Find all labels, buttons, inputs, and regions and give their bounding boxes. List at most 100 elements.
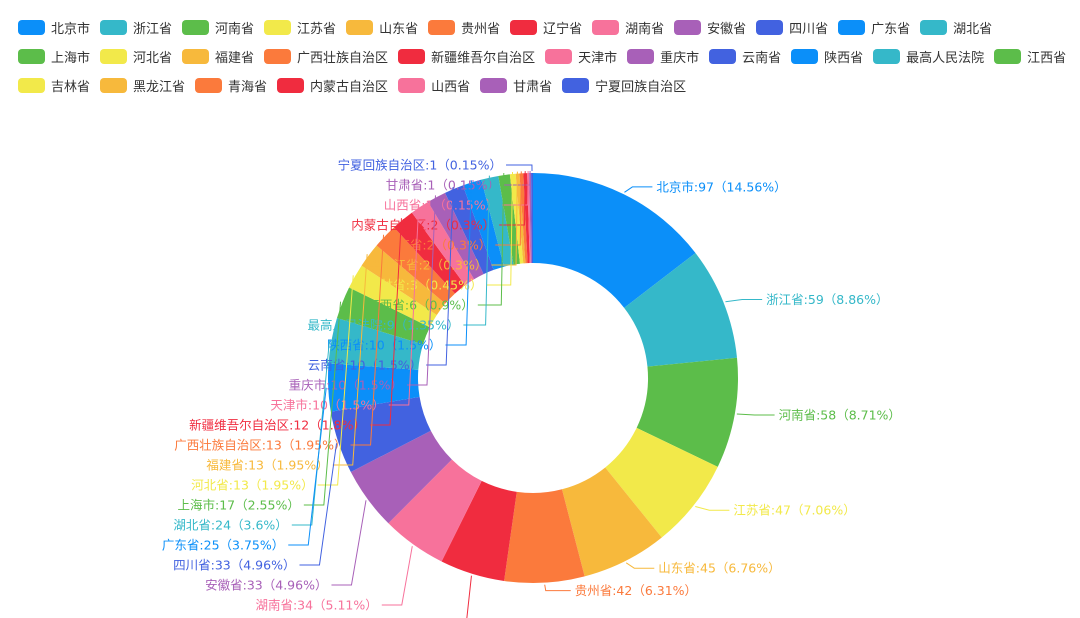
slice-label: 上海市:17（2.55%）	[178, 497, 300, 512]
label-leader-line	[445, 180, 472, 346]
legend-item[interactable]: 云南省	[709, 45, 781, 67]
legend-item[interactable]: 青海省	[195, 74, 267, 96]
donut-slice[interactable]	[529, 173, 532, 264]
legend-item[interactable]: 重庆市	[627, 45, 699, 67]
donut-slice[interactable]	[388, 459, 482, 562]
legend-swatch	[480, 77, 508, 93]
legend-item[interactable]: 天津市	[545, 45, 617, 67]
legend-label: 河北省	[133, 50, 173, 66]
donut-slice[interactable]	[328, 317, 424, 370]
legend-item[interactable]: 安徽省	[674, 16, 746, 38]
legend-label: 贵州省	[461, 21, 501, 37]
donut-slice[interactable]	[504, 489, 585, 583]
legend-label: 甘肃省	[513, 79, 553, 95]
donut-slice[interactable]	[427, 192, 484, 280]
slice-label: 四川省:33（4.96%）	[173, 557, 295, 572]
legend-item[interactable]: 贵州省	[428, 16, 500, 38]
legend-item[interactable]: 陕西省	[791, 45, 863, 67]
legend-item[interactable]: 上海市	[18, 45, 90, 67]
legend-label: 辽宁省	[543, 21, 583, 37]
legend-swatch	[562, 77, 590, 93]
legend-item[interactable]: 四川省	[756, 16, 828, 38]
legend-swatch	[592, 19, 620, 35]
donut-slice[interactable]	[533, 173, 696, 308]
donut-slice[interactable]	[393, 212, 466, 294]
legend-item[interactable]: 吉林省	[18, 74, 90, 96]
legend-item[interactable]: 浙江省	[100, 16, 172, 38]
legend-label: 山西省	[431, 79, 471, 95]
legend-swatch	[428, 19, 456, 35]
label-leader-line	[331, 500, 367, 586]
legend-label: 陕西省	[824, 50, 864, 66]
legend-swatch	[18, 19, 45, 35]
legend-label: 广东省	[871, 21, 911, 37]
legend-label: 浙江省	[133, 21, 173, 37]
label-leader-line	[317, 275, 354, 486]
legend-label: 湖北省	[953, 21, 993, 37]
legend-item[interactable]: 北京市	[18, 16, 90, 38]
legend-swatch	[264, 48, 292, 64]
slice-label: 贵州省:42（6.31%）	[575, 583, 697, 598]
legend-swatch	[277, 77, 305, 93]
donut-slice[interactable]	[441, 480, 517, 581]
legend-item[interactable]: 甘肃省	[480, 74, 552, 96]
donut-slice[interactable]	[636, 357, 738, 467]
legend-item[interactable]: 广东省	[838, 16, 910, 38]
legend-item[interactable]: 山东省	[346, 16, 418, 38]
legend-item[interactable]: 湖北省	[920, 16, 992, 38]
donut-slice[interactable]	[350, 430, 452, 524]
donut-slice[interactable]	[462, 179, 505, 270]
legend-item[interactable]: 福建省	[182, 45, 254, 67]
label-leader-line	[624, 186, 653, 193]
legend-item[interactable]: 广西壮族自治区	[264, 45, 388, 67]
slice-label: 湖南省:34（5.11%）	[255, 597, 377, 612]
donut-slice[interactable]	[481, 175, 514, 267]
slice-label: 北京市:97（14.56%）	[656, 179, 786, 194]
label-leader-line	[426, 187, 454, 366]
legend-label: 天津市	[578, 50, 618, 66]
slice-label: 河北省:13（1.95%）	[191, 477, 313, 492]
donut-slice[interactable]	[605, 427, 718, 538]
donut-slice[interactable]	[411, 201, 475, 286]
label-leader-line	[370, 218, 402, 426]
legend-item[interactable]: 河北省	[100, 45, 172, 67]
donut-slice[interactable]	[561, 467, 662, 577]
legend-label: 新疆维吾尔自治区	[431, 50, 536, 66]
slice-label: 宁夏回族自治区:1（0.15%）	[338, 157, 502, 172]
legend-item[interactable]: 江西省	[994, 45, 1066, 67]
legend-label: 福建省	[215, 50, 255, 66]
slice-label: 吉林省:3（0.45%）	[368, 277, 482, 292]
donut-slice[interactable]	[531, 173, 533, 264]
legend-item[interactable]: 宁夏回族自治区	[562, 74, 686, 96]
legend-swatch	[545, 48, 573, 64]
donut-slice[interactable]	[624, 253, 737, 367]
label-leader-line	[350, 234, 385, 446]
slice-labels: 北京市:97（14.56%） 浙江省:59（8.86%） 河南省:58（8.71%）…	[162, 157, 901, 618]
label-leader-line	[544, 584, 571, 592]
label-leader-line	[466, 575, 472, 618]
legend-swatch	[510, 19, 538, 35]
legend-item[interactable]: 黑龙江省	[100, 74, 185, 96]
slice-label: 最高人民法院:9（1.35%）	[308, 317, 460, 332]
slice-label: 天津市:10（1.5%）	[270, 397, 384, 412]
donut-slice[interactable]	[361, 245, 446, 315]
legend-item[interactable]: 新疆维吾尔自治区	[398, 45, 535, 67]
donut-slice[interactable]	[519, 173, 528, 264]
legend-item[interactable]: 江苏省	[264, 16, 336, 38]
legend-item[interactable]: 山西省	[398, 74, 470, 96]
slice-label: 新疆维吾尔自治区:12（1.8%）	[189, 417, 366, 432]
legend-item[interactable]: 辽宁省	[510, 16, 582, 38]
slice-label: 内蒙古自治区:2（0.3%）	[351, 217, 495, 232]
legend-item[interactable]: 湖南省	[592, 16, 664, 38]
legend-label: 青海省	[228, 79, 268, 95]
legend-swatch	[994, 48, 1022, 64]
donut-slice[interactable]	[336, 287, 430, 345]
legend-swatch	[195, 77, 223, 93]
legend-item[interactable]: 河南省	[182, 16, 254, 38]
slice-label: 广东省:25（3.75%）	[162, 537, 284, 552]
legend-item[interactable]: 内蒙古自治区	[277, 74, 388, 96]
legend-label: 云南省	[742, 50, 782, 66]
legend-item[interactable]: 最高人民法院	[873, 45, 984, 67]
donut-slice[interactable]	[349, 265, 437, 328]
chart-legend: 北京市 浙江省 河南省 江苏省 山东省 贵州省 辽宁省 湖南省 安徽省 四川省 广东省 湖北省上海市 河…	[18, 16, 1080, 103]
